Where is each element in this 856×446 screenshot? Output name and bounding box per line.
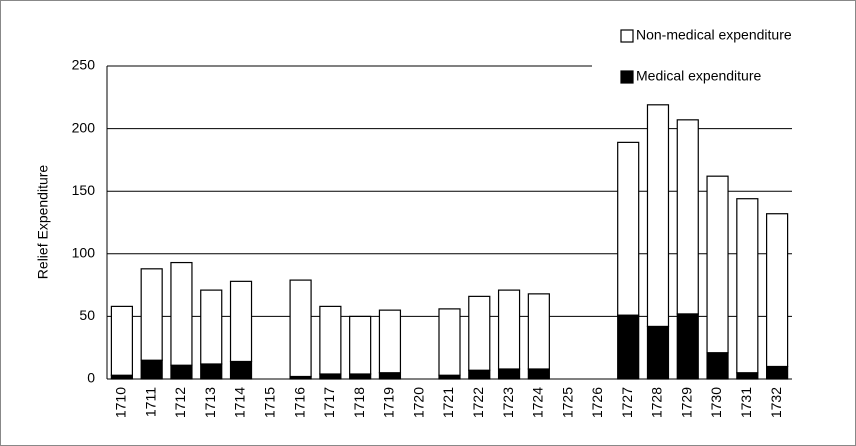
x-tick-label: 1728 xyxy=(649,387,665,418)
bar-segment xyxy=(736,198,759,374)
x-tick-label: 1727 xyxy=(619,387,635,418)
legend-label: Non-medical expenditure xyxy=(636,27,792,43)
y-axis-title: Relief Expenditure xyxy=(35,165,51,280)
bar-segment xyxy=(497,368,521,380)
x-tick-label: 1716 xyxy=(291,387,307,418)
x-tick-label: 1732 xyxy=(768,387,784,418)
y-tick-label: 50 xyxy=(79,307,95,323)
bar-segment xyxy=(736,372,759,380)
x-tick-label: 1726 xyxy=(589,387,605,418)
legend-swatch xyxy=(620,29,634,43)
bar-segment xyxy=(349,315,372,375)
bar-segment xyxy=(766,365,789,380)
x-tick-label: 1723 xyxy=(500,387,516,418)
bar-segment xyxy=(468,295,491,371)
bar-segment xyxy=(200,289,223,365)
x-tick-label: 1730 xyxy=(708,387,724,418)
x-tick-label: 1712 xyxy=(172,387,188,418)
y-tick-label: 250 xyxy=(72,57,96,73)
bar-segment xyxy=(319,305,342,375)
y-tick-label: 150 xyxy=(72,182,96,198)
legend-background xyxy=(592,16,850,100)
bar-segment xyxy=(170,364,193,380)
x-tick-label: 1719 xyxy=(381,387,397,418)
bar-segment xyxy=(676,313,699,380)
bar-segment xyxy=(170,261,193,366)
x-tick-label: 1731 xyxy=(738,387,754,418)
bar-segment xyxy=(200,363,223,380)
bar-segment xyxy=(140,359,163,380)
legend-swatch xyxy=(620,70,634,84)
bar-segment xyxy=(617,314,640,380)
bar-segment xyxy=(229,280,253,363)
x-tick-label: 1729 xyxy=(678,387,694,418)
x-tick-label: 1715 xyxy=(262,387,278,418)
y-tick-label: 0 xyxy=(87,370,95,386)
bar-segment xyxy=(676,119,699,315)
bar-segment xyxy=(646,325,670,380)
x-tick-label: 1710 xyxy=(113,387,129,418)
bar-segment xyxy=(617,141,640,316)
bar-segment xyxy=(527,293,550,370)
bar-segment xyxy=(438,308,461,376)
x-tick-label: 1722 xyxy=(470,387,486,418)
x-tick-label: 1725 xyxy=(559,387,575,418)
bar-segment xyxy=(378,309,402,374)
x-tick-label: 1721 xyxy=(440,387,456,418)
bar-segment xyxy=(706,175,729,354)
bar-segment xyxy=(766,213,789,368)
bar-segment xyxy=(349,373,372,380)
bar-segment xyxy=(110,305,133,376)
bar-segment xyxy=(140,268,163,361)
bar-segment xyxy=(289,279,312,378)
y-tick-label: 100 xyxy=(72,245,96,261)
bar-segment xyxy=(468,369,491,380)
x-tick-label: 1713 xyxy=(202,387,218,418)
bar-segment xyxy=(527,368,550,380)
y-tick-label: 200 xyxy=(72,119,96,135)
x-tick-label: 1724 xyxy=(530,387,546,418)
x-tick-label: 1718 xyxy=(351,387,367,418)
bar-segment xyxy=(378,372,402,380)
bar-segment xyxy=(229,360,253,380)
x-tick-label: 1714 xyxy=(232,387,248,418)
bar-segment xyxy=(706,352,729,380)
x-tick-label: 1717 xyxy=(321,387,337,418)
x-tick-label: 1720 xyxy=(410,387,426,418)
legend-label: Medical expenditure xyxy=(636,68,762,84)
x-tick-label: 1711 xyxy=(142,387,158,417)
bar-segment xyxy=(497,289,521,370)
bar-segment xyxy=(646,104,670,328)
bar-segment xyxy=(319,373,342,380)
